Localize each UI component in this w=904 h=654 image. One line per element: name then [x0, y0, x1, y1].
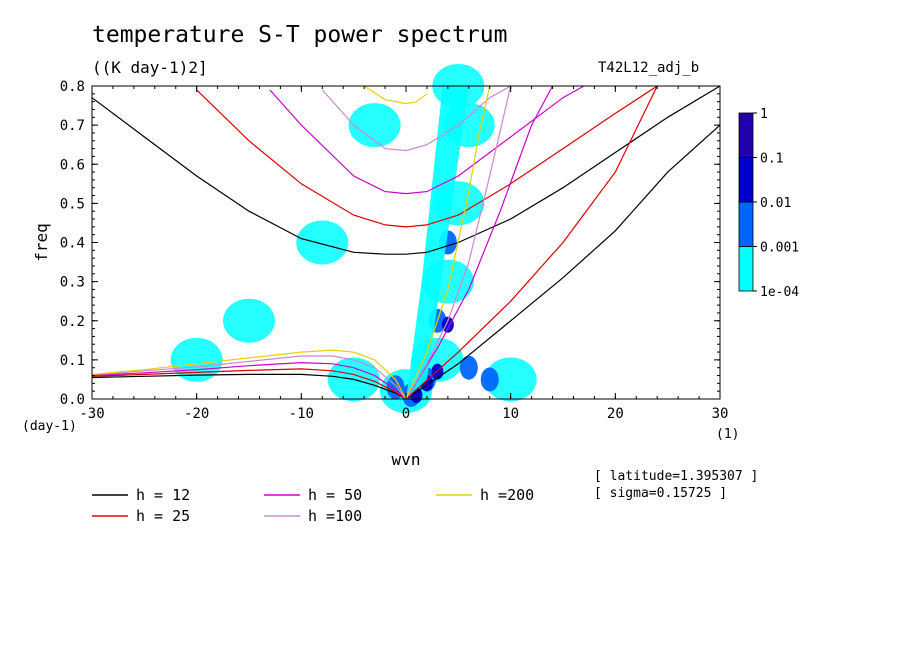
x-tick-label: -10: [289, 406, 314, 422]
colorbar-label: 1e-04: [760, 285, 799, 300]
shade-column: [406, 86, 469, 399]
sigma-note: [ sigma=0.15725 ]: [594, 486, 728, 501]
power-shading: [170, 64, 537, 414]
legend-label-4: h =200: [480, 486, 534, 504]
y-unit-label: (day-1): [22, 419, 77, 434]
x-tick-label: -20: [184, 406, 209, 422]
curve-h50-rossby: [91, 361, 407, 400]
shade-blob-0-8: [223, 298, 275, 343]
y-tick-label: 0.0: [60, 392, 85, 408]
y-tick-label: 0.6: [60, 157, 85, 173]
y-tick-label: 0.4: [60, 236, 85, 252]
shade-blob-0-6: [348, 103, 401, 148]
shade-blob-0-7: [296, 220, 349, 265]
shade-blob-1-4: [459, 355, 478, 380]
curve-h50-inertia-gravity: [269, 85, 585, 195]
curve-h25-kelvin: [405, 85, 658, 400]
colorbar-label: 0.01: [760, 196, 791, 211]
legend-label-0: h = 12: [136, 486, 190, 504]
curve-h100-kelvin: [405, 85, 512, 400]
colorbar-label: 0.001: [760, 241, 799, 256]
chart-units: ((K day-1)2]: [92, 58, 208, 77]
chart-title: temperature S-T power spectrum: [92, 22, 508, 48]
dispersion-curves: [91, 85, 721, 400]
curve-h12-rossby: [91, 373, 407, 400]
x-tick-label: 0: [402, 406, 410, 422]
shade-blob-2-3: [441, 316, 454, 333]
curve-h12-inertia-gravity: [91, 85, 721, 255]
x-tick-label: 10: [502, 406, 519, 422]
curve-h100-inertia-gravity: [321, 85, 511, 152]
colorbar-swatch-3: [738, 112, 754, 158]
y-tick-label: 0.3: [60, 275, 85, 291]
y-tick-label: 0.2: [60, 314, 85, 330]
x-tick-label: -30: [79, 406, 104, 422]
colorbar: 1e-04 0.001 0.01 0.1 1: [738, 107, 799, 300]
legend-label-3: h =100: [308, 507, 362, 525]
curve-h200-rossby: [91, 349, 407, 400]
curve-h25-inertia-gravity: [196, 85, 658, 228]
axes: -30 -20 -10 0 10 20 30 0.0 0.1 0.2 0.3 0.4 0.5 0.6 0.7…: [22, 79, 739, 469]
curve-h50-kelvin: [405, 85, 554, 400]
x-tick-label: 20: [607, 406, 624, 422]
curve-h200-inertia-gravity: [363, 85, 428, 105]
curve-h25-rossby: [91, 368, 407, 400]
shade-blob-1-6: [480, 367, 499, 392]
legend-label-1: h = 25: [136, 507, 190, 525]
colorbar-swatch-2: [738, 157, 754, 203]
colorbar-label: 1: [760, 107, 768, 122]
run-notes: [ latitude=1.395307 ] [ sigma=0.15725 ]: [594, 468, 758, 502]
y-tick-label: 0.7: [60, 118, 85, 134]
legend: h = 12 h = 25 h = 50 h =100 h =200: [92, 486, 534, 525]
run-id: T42L12_adj_b: [598, 60, 700, 76]
x-axis-label: wvn: [392, 450, 421, 469]
y-tick-label: 0.5: [60, 196, 85, 212]
colorbar-label: 0.1: [760, 152, 783, 167]
x-tick-label: 30: [712, 406, 729, 422]
colorbar-swatch-0: [738, 246, 754, 292]
curve-h100-rossby: [91, 355, 407, 400]
latitude-note: [ latitude=1.395307 ]: [594, 469, 759, 484]
legend-label-2: h = 50: [308, 486, 362, 504]
curve-h200-kelvin: [405, 85, 491, 400]
curve-h12-kelvin: [405, 124, 721, 400]
colorbar-swatch-1: [738, 201, 754, 247]
y-axis-label: freq: [32, 223, 51, 262]
y-tick-label: 0.1: [60, 353, 85, 369]
y-tick-label: 0.8: [60, 79, 85, 95]
shade-blob-0-11: [484, 357, 537, 402]
x-unit-label: (1): [716, 427, 739, 442]
